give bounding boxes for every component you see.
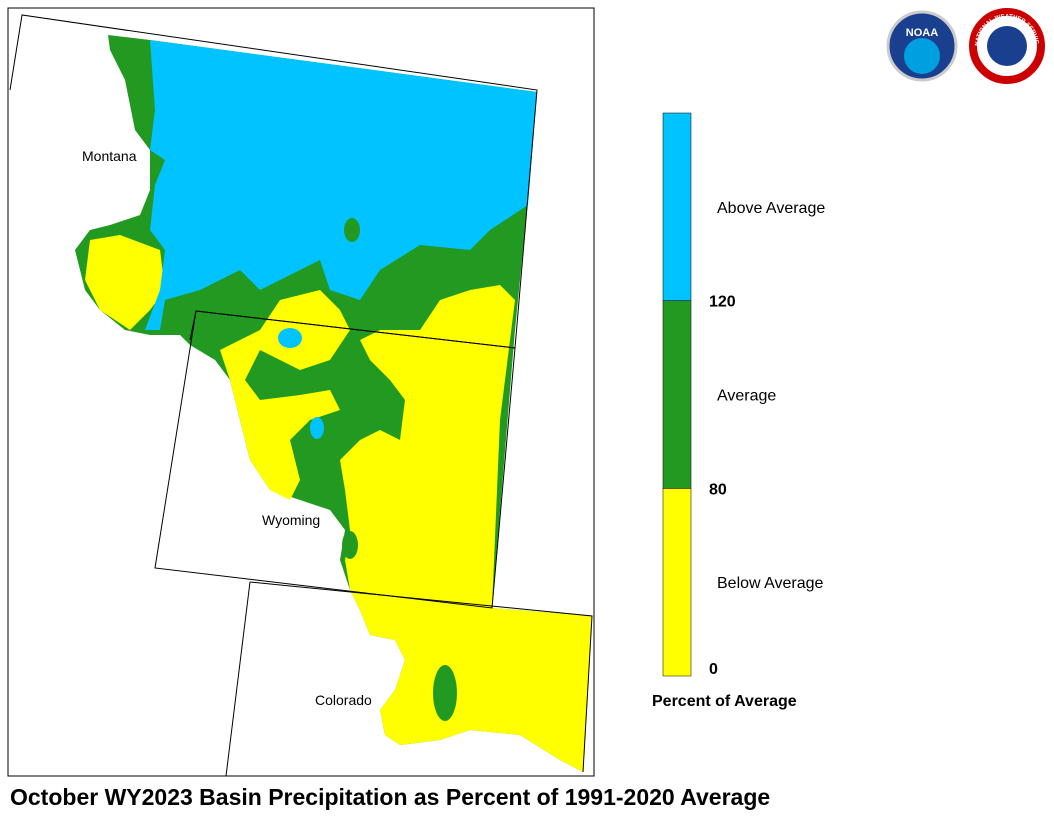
legend-label: Above Average [717, 200, 825, 217]
noaa-logo: NOAA [886, 10, 958, 82]
basin-regions [75, 35, 592, 772]
region-average [344, 218, 360, 242]
logo-wave [904, 38, 940, 74]
map-title: October WY2023 Basin Precipitation as Pe… [10, 784, 770, 810]
legend-break: 80 [709, 481, 727, 498]
state-label: Colorado [315, 692, 372, 708]
region-average [433, 665, 457, 721]
state-boundaries [9, 14, 593, 777]
legend-swatch [662, 112, 692, 301]
legend-break: 0 [709, 661, 718, 678]
logo-cloud [987, 26, 1027, 66]
state-label: Montana [82, 148, 137, 164]
legend-label: Below Average [717, 575, 824, 592]
logo-text: NOAA [906, 27, 938, 39]
legend: Below Average Average Above Average 0 80 120 [662, 112, 825, 678]
wyoming-boundary [154, 310, 516, 609]
region-below [85, 235, 165, 330]
colorado-boundary [249, 581, 593, 773]
state-label: Wyoming [262, 512, 320, 528]
region-above [278, 328, 302, 348]
region-above [145, 40, 537, 330]
legend-title: Percent of Average [652, 693, 797, 710]
legend-swatch [662, 300, 692, 489]
region-below [340, 285, 592, 772]
region-below [220, 290, 350, 500]
legend-break: 120 [709, 294, 736, 311]
legend-swatch [662, 488, 692, 677]
legend-label: Average [717, 388, 776, 405]
region-average [342, 531, 358, 559]
region-above [310, 417, 324, 439]
colorado-boundary [225, 581, 251, 777]
